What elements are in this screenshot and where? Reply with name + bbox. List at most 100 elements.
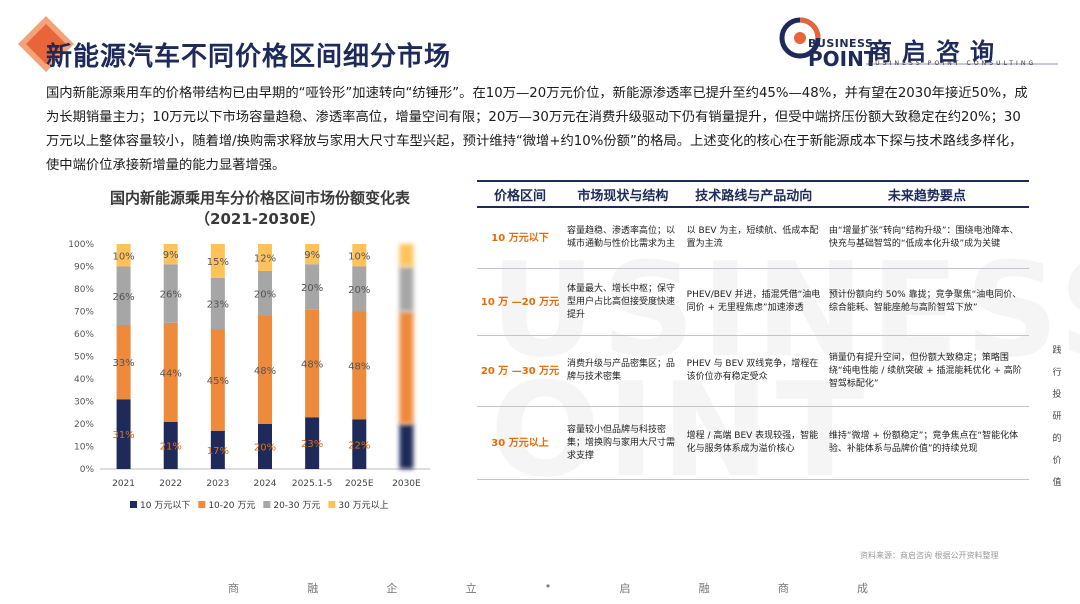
corner-decoration bbox=[18, 16, 74, 72]
x-tick-label: 2025E bbox=[345, 479, 374, 489]
bar-segment bbox=[399, 244, 414, 267]
bar-segment bbox=[399, 266, 414, 312]
logo-subtitle: BUSINESS POINT CONSULTING bbox=[868, 60, 1037, 67]
table-header-segment: 价格区间 bbox=[477, 180, 563, 208]
status-cell: 体量最大、增长中枢；保守型用户占比高但接受度快速提升 bbox=[563, 268, 683, 336]
legend-swatch bbox=[328, 501, 336, 508]
source-note: 资料来源：商启咨询 根据公开资料整理 bbox=[860, 551, 999, 560]
logo-chinese-name: 商启咨询 bbox=[868, 38, 1004, 66]
data-label: 31% bbox=[112, 430, 134, 441]
bar-segment bbox=[116, 266, 131, 325]
page-title: 新能源汽车不同价格区间细分市场 bbox=[46, 42, 452, 72]
stacked-bar-chart: 0% 10% 20% 30% 40% 50% 60% 70% 80% 90% 100% 31% 33% 2… bbox=[68, 240, 430, 511]
bar-segment bbox=[258, 424, 272, 469]
status-cell: 容量较小但品牌与科技密集；增换购与家用大尺寸需求支撑 bbox=[563, 406, 683, 480]
slogan-char: 行 bbox=[1052, 368, 1062, 378]
trend-cell: 预计份额向约 50% 靠拢；竞争聚焦“油电同价、综合能耗、智能座舱与高阶智驾下放… bbox=[824, 268, 1029, 336]
footer-char: 商 bbox=[228, 582, 239, 595]
bar-segment bbox=[352, 419, 367, 469]
intro-paragraph: 国内新能源乘用车的价格带结构已由早期的“哑铃形”加速转向“纺锤形”。在10万—2… bbox=[46, 86, 1028, 173]
segment-table: 价格区间 市场现状与结构 技术路线与产品动向 未来趋势要点 10 万元以下 容量… bbox=[477, 180, 1029, 480]
footer-char: 成 bbox=[857, 582, 868, 595]
bar-segment bbox=[305, 417, 320, 469]
data-label: 15% bbox=[207, 257, 229, 268]
y-tick-label: 10% bbox=[74, 443, 94, 453]
data-label: 10% bbox=[112, 251, 134, 262]
segment-cell: 30 万元以上 bbox=[477, 406, 563, 480]
slogan-char: 研 bbox=[1052, 412, 1062, 422]
y-tick-label: 30% bbox=[74, 398, 94, 408]
footer-char: 融 bbox=[307, 582, 319, 595]
data-label: 10% bbox=[348, 251, 370, 262]
footer-slogan: 商 融 企 立 • 启 融 商 成 bbox=[228, 580, 868, 596]
data-label: 20% bbox=[301, 283, 323, 294]
logo-line1: BUSINESS bbox=[808, 37, 874, 50]
bar-segment bbox=[210, 329, 225, 431]
footer-char: 融 bbox=[698, 582, 710, 595]
slogan-char: 践 bbox=[1052, 346, 1062, 356]
bar-segment bbox=[163, 322, 178, 422]
data-label: 48% bbox=[301, 359, 323, 370]
y-tick-label: 50% bbox=[74, 353, 94, 363]
bar-segment bbox=[399, 424, 414, 469]
bar-segment bbox=[210, 244, 225, 278]
tech-cell: 增程 / 高端 BEV 表现较强，智能化与服务体系成为溢价核心 bbox=[682, 406, 825, 480]
footer-char: • bbox=[544, 580, 552, 593]
company-logo bbox=[779, 17, 1058, 65]
data-label: 12% bbox=[254, 254, 276, 265]
bar-segment bbox=[258, 244, 272, 271]
footer-char: 企 bbox=[386, 582, 398, 595]
logo-wordmark: BUSINESS POINT bbox=[808, 38, 877, 69]
legend-label: 20-30 万元 bbox=[273, 501, 320, 511]
x-tick-label: 2022 bbox=[159, 479, 182, 489]
chart-title: 国内新能源乘用车分价格区间市场份额变化表（2021-2030E） bbox=[109, 189, 410, 228]
x-tick-label: 2023 bbox=[206, 479, 229, 489]
footer-char: 启 bbox=[619, 582, 631, 595]
legend-swatch bbox=[130, 501, 137, 508]
y-tick-label: 100% bbox=[68, 240, 94, 250]
x-tick-label: 2024 bbox=[254, 479, 277, 489]
slogan-char: 的 bbox=[1052, 434, 1062, 444]
y-tick-label: 40% bbox=[74, 375, 94, 385]
data-label: 20% bbox=[348, 285, 370, 296]
tech-cell: PHEV 与 BEV 双线竞争，增程在该价位亦有稳定受众 bbox=[682, 335, 825, 407]
bar-segment bbox=[163, 244, 178, 265]
data-label: 48% bbox=[254, 366, 276, 377]
bar-segment bbox=[305, 244, 320, 265]
table-header-status: 市场现状与结构 bbox=[563, 180, 683, 208]
data-label: 20% bbox=[254, 290, 276, 301]
bar-segment bbox=[210, 430, 225, 469]
y-tick-label: 20% bbox=[74, 420, 94, 430]
bar-segment bbox=[352, 244, 367, 267]
bar-segment bbox=[116, 399, 131, 469]
bar-segment bbox=[305, 264, 320, 310]
data-label: 26% bbox=[112, 292, 134, 303]
slogan-char: 值 bbox=[1052, 478, 1062, 488]
footer-char: 商 bbox=[777, 582, 789, 595]
tech-cell: PHEV/BEV 并进，插混凭借“油电同价 + 无里程焦虑”加速渗透 bbox=[682, 268, 825, 336]
bar-segment bbox=[210, 277, 225, 330]
data-label: 45% bbox=[207, 376, 229, 387]
status-cell: 消费升级与产品密集区；品牌与技术密集 bbox=[563, 335, 683, 407]
data-label: 9% bbox=[163, 250, 179, 261]
legend-swatch bbox=[198, 501, 206, 508]
bar-segment bbox=[258, 271, 272, 316]
table-row: 30 万元以上 容量较小但品牌与科技密集；增换购与家用大尺寸需求支撑 增程 / … bbox=[477, 406, 1029, 480]
data-label: 22% bbox=[348, 440, 370, 451]
segment-cell: 20 万 —30 万元 bbox=[477, 335, 563, 407]
data-label: 44% bbox=[160, 368, 182, 379]
legend-label: 10-20 万元 bbox=[208, 501, 255, 511]
y-tick-label: 60% bbox=[74, 330, 94, 340]
bar-segment bbox=[399, 311, 414, 424]
data-label: 21% bbox=[160, 441, 182, 452]
y-tick-label: 80% bbox=[74, 285, 94, 295]
legend-label: 30 万元以上 bbox=[338, 500, 388, 511]
x-tick-label: 2021 bbox=[112, 479, 135, 489]
data-label: 9% bbox=[304, 250, 320, 261]
bar-segment bbox=[352, 266, 367, 312]
logo-line2: POINT bbox=[808, 47, 878, 71]
bar-segment bbox=[163, 421, 178, 469]
data-label: 17% bbox=[207, 446, 229, 457]
table-header-trend: 未来趋势要点 bbox=[824, 180, 1029, 208]
data-label: 48% bbox=[348, 362, 370, 373]
